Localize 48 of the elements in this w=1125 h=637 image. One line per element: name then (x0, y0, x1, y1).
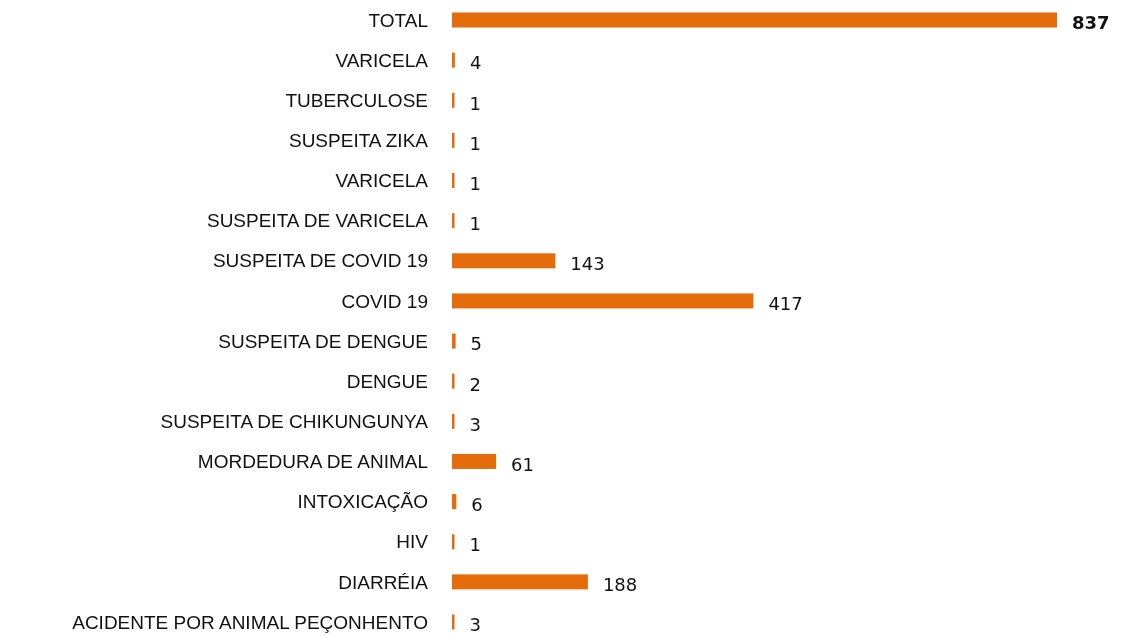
data-label: 188 (602, 574, 638, 596)
y-tick-label: VARICELA (335, 49, 429, 71)
data-label: 4 (469, 52, 482, 74)
y-tick-label: VARICELA (335, 170, 429, 192)
y-tick-label: ACIDENTE POR ANIMAL PEÇONHENTO (72, 611, 428, 633)
y-tick-label: SUSPEITA ZIKA (288, 130, 429, 152)
bar (452, 574, 588, 590)
data-label: 417 (768, 293, 803, 315)
data-label: 61 (511, 453, 534, 475)
data-label: 5 (470, 333, 483, 355)
bar (452, 253, 556, 269)
y-tick-label: DIARRÉIA (338, 571, 429, 593)
data-label: 1 (469, 92, 481, 114)
y-tick-label: TOTAL (368, 9, 428, 31)
bar (452, 333, 456, 349)
y-tick-label: DENGUE (346, 370, 428, 392)
bar (452, 173, 455, 189)
data-label: 1 (469, 172, 481, 194)
data-label: 3 (469, 413, 481, 435)
bar (452, 614, 455, 630)
y-tick-label: MORDEDURA DE ANIMAL (197, 451, 428, 473)
data-label: 2 (469, 373, 481, 395)
bar (452, 213, 455, 229)
y-tick-label: INTOXICAÇÃO (297, 491, 428, 513)
bar (452, 494, 457, 510)
bar (452, 373, 455, 389)
data-label: 143 (570, 253, 605, 275)
data-label: 3 (469, 614, 481, 636)
data-label: 1 (469, 132, 481, 154)
bar (452, 52, 455, 68)
bar (452, 12, 1057, 28)
y-tick-label: SUSPEITA DE COVID 19 (212, 250, 428, 272)
bar (452, 92, 455, 108)
y-tick-label: SUSPEITA DE DENGUE (218, 330, 428, 352)
y-tick-label: HIV (396, 531, 429, 553)
y-tick-label: COVID 19 (341, 290, 428, 312)
bar (452, 293, 754, 309)
bar (452, 453, 497, 469)
bar (452, 534, 455, 550)
data-label: 1 (469, 212, 481, 234)
y-tick-label: TUBERCULOSE (285, 89, 428, 111)
data-label: 837 (1072, 12, 1110, 34)
bar (452, 413, 455, 429)
data-label: 6 (471, 493, 483, 515)
bar (452, 132, 455, 148)
data-label: 1 (469, 534, 481, 556)
y-tick-label: SUSPEITA DE CHIKUNGUNYA (160, 410, 429, 432)
y-tick-label: SUSPEITA DE VARICELA (206, 210, 429, 232)
